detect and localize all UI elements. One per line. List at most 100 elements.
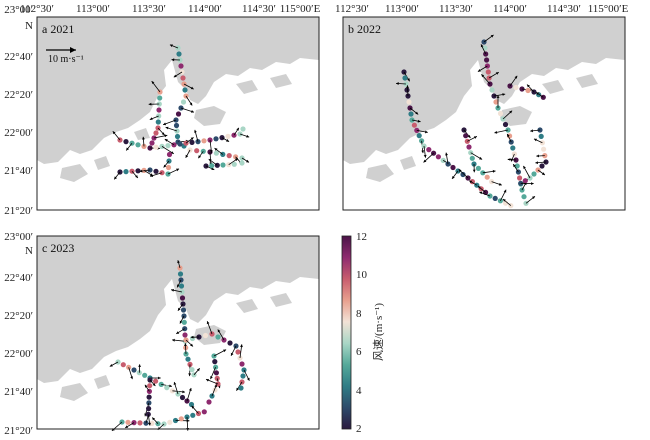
track-point bbox=[157, 95, 163, 101]
track-point bbox=[213, 370, 219, 376]
wind-arrow-head bbox=[490, 34, 494, 38]
wind-arrow-head bbox=[492, 169, 496, 173]
track-point bbox=[450, 164, 456, 171]
wind-arrow-head bbox=[473, 136, 477, 139]
wind-arrow-head bbox=[210, 376, 213, 380]
colorbar-tick: 4 bbox=[356, 385, 362, 397]
track-point bbox=[402, 75, 408, 81]
land-island bbox=[94, 375, 110, 389]
track-point bbox=[220, 162, 226, 168]
panel-b: b 2022 112°30′ 113°00′ 113°30′ 114°00′ 1… bbox=[335, 3, 629, 211]
land-island bbox=[542, 80, 564, 94]
track-point bbox=[239, 160, 245, 166]
wind-arrow-head bbox=[125, 425, 129, 428]
track-point bbox=[190, 412, 196, 418]
track-point bbox=[153, 130, 159, 136]
wind-arrow-head bbox=[194, 129, 197, 133]
wind-arrow-head bbox=[495, 72, 499, 75]
track-point bbox=[180, 307, 187, 313]
track-point bbox=[155, 119, 161, 125]
x-tick: 112°30′ bbox=[20, 3, 54, 15]
wind-arrow-head bbox=[139, 169, 143, 173]
track-point bbox=[189, 367, 195, 373]
wind-arrow-head bbox=[163, 164, 167, 168]
track-point bbox=[173, 122, 180, 129]
wind-arrow-head bbox=[452, 176, 455, 179]
track-point bbox=[466, 144, 472, 150]
wind-arrow-head bbox=[173, 382, 177, 385]
track-point bbox=[189, 139, 195, 145]
track-point bbox=[521, 194, 527, 200]
scale-arrow: 10 m·s⁻¹ bbox=[46, 47, 84, 65]
panel-a-frame bbox=[36, 16, 320, 211]
wind-arrow-head bbox=[536, 154, 539, 158]
y-tick: 21°40′ bbox=[4, 165, 33, 177]
track-point bbox=[136, 370, 142, 376]
wind-arrow-head bbox=[190, 343, 193, 347]
wind-arrow-head bbox=[188, 373, 192, 377]
track-point bbox=[238, 385, 244, 391]
colorbar-tick: 8 bbox=[356, 308, 362, 320]
track-point bbox=[492, 195, 498, 201]
track-point bbox=[540, 94, 546, 100]
track-point bbox=[435, 154, 441, 160]
track-point bbox=[123, 169, 129, 175]
track-point bbox=[120, 362, 126, 368]
wind-arrow-head bbox=[425, 130, 428, 134]
wind-arrow-head bbox=[536, 92, 539, 95]
wind-arrow-head bbox=[527, 84, 530, 88]
track-point bbox=[147, 383, 153, 389]
wind-arrow-head bbox=[164, 139, 168, 142]
track-point bbox=[538, 133, 544, 139]
wind-arrow-head bbox=[214, 384, 217, 388]
track-point bbox=[175, 111, 182, 117]
wind-arrow-head bbox=[240, 344, 243, 348]
wind-arrow-head bbox=[217, 329, 221, 333]
wind-arrow-head bbox=[507, 158, 511, 161]
track-point bbox=[194, 148, 200, 154]
track-point bbox=[226, 153, 232, 159]
panel-a-label: a 2021 bbox=[42, 22, 74, 36]
track-point bbox=[200, 148, 206, 154]
track-point bbox=[137, 420, 143, 426]
track-point bbox=[235, 349, 241, 355]
wind-arrow-head bbox=[190, 86, 194, 90]
colorbar-tick: 6 bbox=[356, 346, 362, 358]
colorbar-tick: 10 bbox=[356, 269, 368, 281]
x-tick: 115°00′E bbox=[588, 3, 629, 15]
wind-arrow-head bbox=[503, 189, 507, 193]
track-point bbox=[522, 178, 528, 184]
track-point bbox=[514, 163, 520, 169]
wind-arrow-head bbox=[135, 175, 138, 178]
panel-a: 10 m·s⁻¹ a 2021 112°30′ 113°00′ 113°30′ … bbox=[4, 3, 320, 217]
wind-arrow-head bbox=[230, 352, 234, 356]
panel-a-y-axis: 23°00′ N 22°40′ 22°20′ 22°00′ 21°40′ 21°… bbox=[4, 4, 33, 217]
track-point bbox=[166, 151, 173, 158]
track-point bbox=[174, 133, 181, 140]
y-tick: 23°00′ bbox=[4, 4, 33, 16]
wind-arrow-head bbox=[541, 172, 545, 175]
track-point bbox=[178, 416, 184, 422]
y-tick: 21°20′ bbox=[4, 425, 33, 437]
colorbar: 12 10 8 6 4 2 风速/(m·s⁻¹) bbox=[341, 231, 385, 435]
wind-arrow-head bbox=[531, 182, 534, 185]
track-point bbox=[167, 419, 173, 425]
track-point bbox=[209, 163, 215, 169]
panel-b-map: b 2022 bbox=[343, 17, 625, 210]
wind-arrow-head bbox=[179, 320, 183, 324]
track-point bbox=[145, 411, 151, 417]
panel-b-x-axis: 112°30′ 113°00′ 113°30′ 114°00′ 114°30′ … bbox=[335, 3, 629, 15]
wind-arrow-head bbox=[209, 150, 213, 153]
track-point bbox=[497, 110, 504, 117]
wind-arrow-head bbox=[246, 134, 250, 138]
track-point bbox=[517, 175, 523, 181]
track-point bbox=[188, 401, 195, 408]
x-tick: 113°00′ bbox=[385, 3, 419, 15]
wind-arrow-head bbox=[148, 422, 151, 426]
wind-tracks-c bbox=[109, 260, 250, 432]
wind-arrow-head bbox=[396, 82, 399, 85]
wind-arrow-head bbox=[169, 384, 172, 388]
y-tick: 21°40′ bbox=[4, 386, 33, 398]
panel-c-map: c 2023 bbox=[37, 236, 319, 432]
wind-arrow-head bbox=[458, 169, 462, 173]
